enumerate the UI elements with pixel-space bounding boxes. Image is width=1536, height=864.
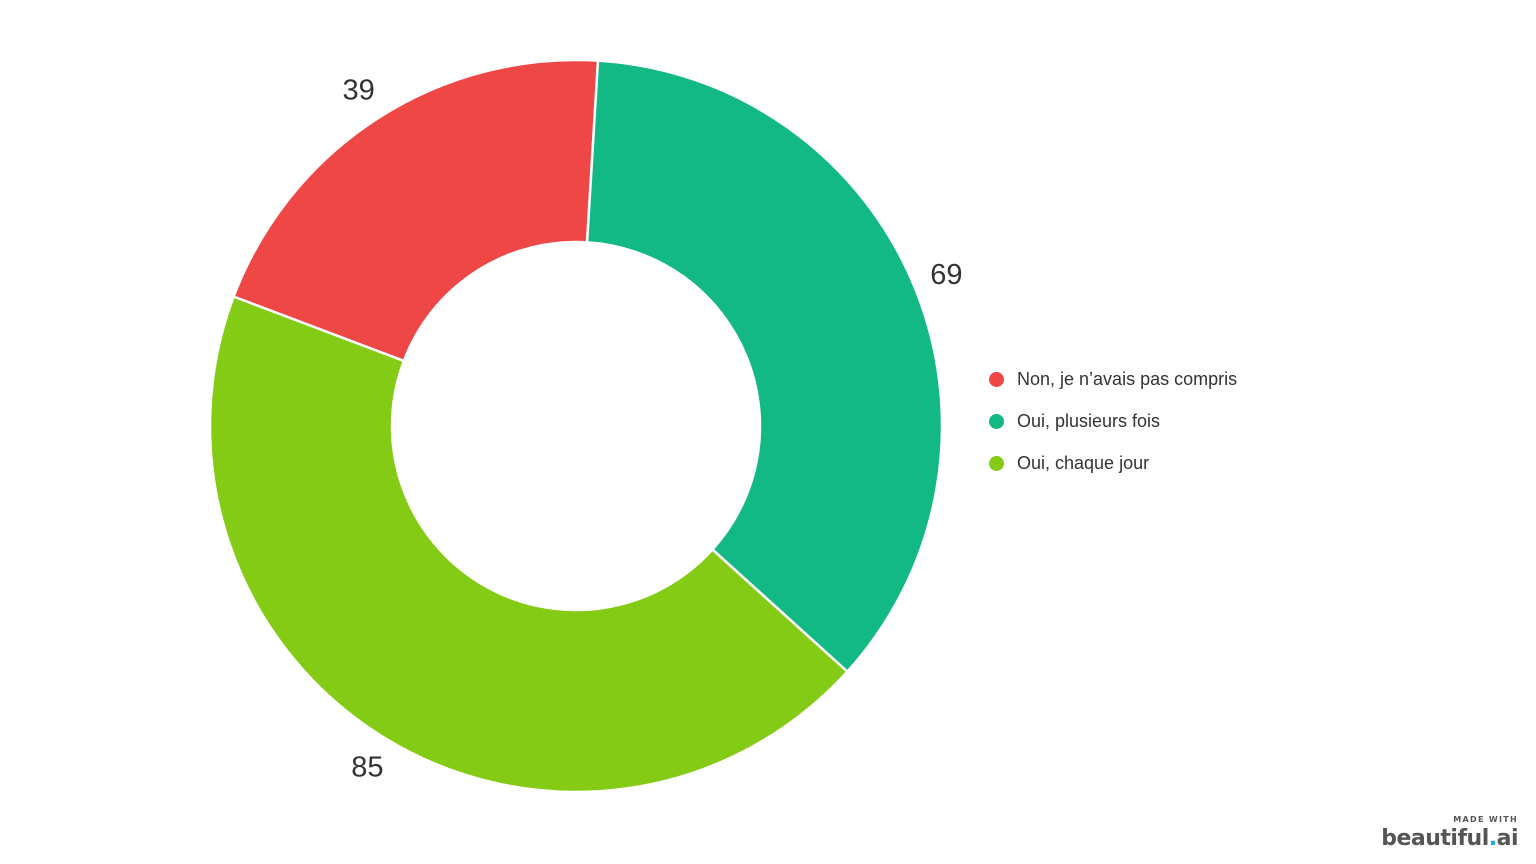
data-label-2: 85 [351, 751, 383, 783]
logo-text-main: beautiful [1381, 826, 1489, 851]
legend-label-non: Non, je n’avais pas compris [1017, 368, 1238, 389]
donut-slice-0 [232, 58, 600, 363]
legend-item-oui-chaque: Oui, chaque jour [989, 442, 1237, 484]
chart-legend: Non, je n’avais pas compris Oui, plusieu… [989, 358, 1237, 484]
beautiful-ai-logo: beautiful.ai [1381, 826, 1518, 852]
legend-marker-oui-plusieurs [989, 413, 1004, 429]
data-label-1: 69 [930, 259, 962, 291]
made-with-label: MADE WITH [1453, 815, 1518, 824]
legend-label-oui-plusieurs: Oui, plusieurs fois [1017, 410, 1161, 431]
legend-item-non: Non, je n’avais pas compris [989, 358, 1237, 400]
logo-dot: . [1488, 826, 1497, 851]
logo-text-suffix: ai [1496, 826, 1519, 851]
made-with-branding: MADE WITH beautiful.ai [1381, 815, 1518, 852]
legend-marker-non [989, 371, 1004, 387]
legend-label-oui-chaque: Oui, chaque jour [1017, 452, 1150, 473]
legend-item-oui-plusieurs: Oui, plusieurs fois [989, 400, 1237, 442]
donut-slice-1 [585, 59, 944, 673]
donut-slice-2 [208, 295, 849, 794]
legend-marker-oui-chaque [989, 455, 1004, 471]
data-label-0: 39 [342, 74, 374, 106]
